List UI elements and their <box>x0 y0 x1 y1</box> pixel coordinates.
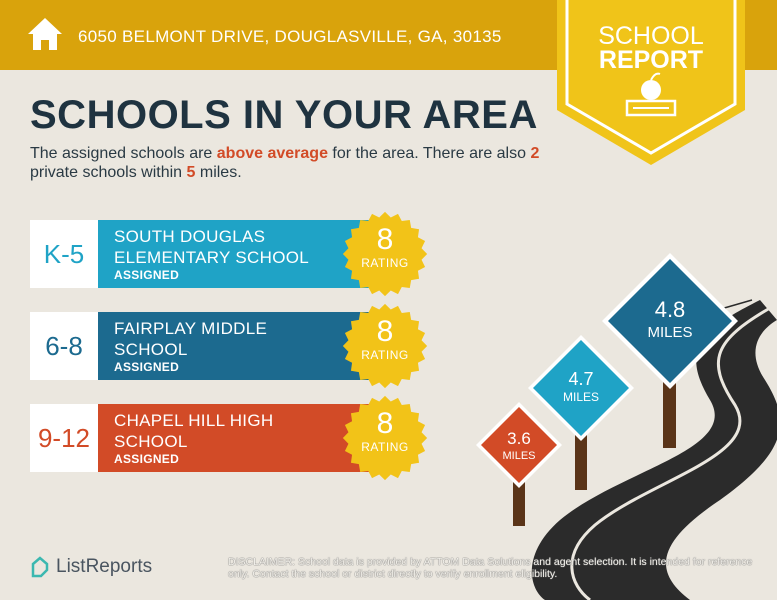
svg-text:4.8: 4.8 <box>655 297 686 322</box>
badge-line-2: REPORT <box>598 46 704 74</box>
school-row[interactable]: K-5 SOUTH DOUGLAS ELEMENTARY SCHOOL ASSIGN… <box>30 211 428 297</box>
school-row[interactable]: 6-8 FAIRPLAY MIDDLE SCHOOL ASSIGNED 8 RATIN… <box>30 303 428 389</box>
school-info: SOUTH DOUGLAS ELEMENTARY SCHOOL ASSIGNED <box>98 220 388 288</box>
school-name-line-2: SCHOOL <box>114 340 188 359</box>
distance-sign-3-6: 3.6 MILES <box>476 402 562 526</box>
school-name-line-2: ELEMENTARY SCHOOL <box>114 248 309 267</box>
apple-on-book-icon <box>625 72 677 117</box>
rating-label: RATING <box>361 348 409 362</box>
rating-starburst-icon <box>342 303 428 389</box>
page-title: SCHOOLS IN YOUR AREA <box>30 93 538 137</box>
rating-value: 8 <box>376 407 394 440</box>
summary-text: The assigned schools are above average f… <box>30 145 540 181</box>
rating-badge: 8 RATING <box>342 312 428 363</box>
rating-label: RATING <box>361 256 409 270</box>
home-icon <box>28 18 62 50</box>
school-info: CHAPEL HILL HIGH SCHOOL ASSIGNED <box>98 404 388 472</box>
rating-value: 8 <box>376 315 394 348</box>
grade-range: 9-12 <box>30 404 98 472</box>
listreports-logo-icon <box>31 556 49 578</box>
grade-range: 6-8 <box>30 312 98 380</box>
rating-starburst-icon <box>342 395 428 481</box>
school-name-line-1: FAIRPLAY MIDDLE <box>114 319 268 338</box>
svg-text:4.7: 4.7 <box>568 369 593 389</box>
svg-text:MILES: MILES <box>502 450 535 462</box>
svg-text:MILES: MILES <box>647 324 692 341</box>
rating-badge: 8 RATING <box>342 404 428 455</box>
school-info: FAIRPLAY MIDDLE SCHOOL ASSIGNED <box>98 312 388 380</box>
school-name-line-1: CHAPEL HILL HIGH <box>114 411 274 430</box>
property-address: 6050 BELMONT DRIVE, DOUGLASVILLE, GA, 30… <box>78 27 502 46</box>
rating-label: RATING <box>361 440 409 454</box>
badge-line-1: SCHOOL <box>598 22 704 50</box>
grade-range: K-5 <box>30 220 98 288</box>
rating-starburst-icon <box>342 211 428 297</box>
rating-value: 8 <box>376 223 394 256</box>
distance-sign-4-8: 4.8 MILES <box>602 253 738 448</box>
school-name-line-1: SOUTH DOUGLAS <box>114 227 266 246</box>
school-row[interactable]: 9-12 CHAPEL HILL HIGH SCHOOL ASSIGNED 8 RAT… <box>30 395 428 481</box>
school-report-badge <box>557 0 745 165</box>
assignment-status: ASSIGNED <box>114 452 180 466</box>
school-name-line-2: SCHOOL <box>114 432 188 451</box>
assignment-status: ASSIGNED <box>114 360 180 374</box>
assignment-status: ASSIGNED <box>114 268 180 282</box>
disclaimer: DISCLAIMER: School data is provided by A… <box>228 556 753 580</box>
listreports-logo[interactable]: ListReports <box>30 556 152 578</box>
distance-sign-4-7: 4.7 MILES <box>528 335 634 490</box>
svg-text:MILES: MILES <box>563 390 599 404</box>
rating-badge: 8 RATING <box>342 220 428 271</box>
svg-text:3.6: 3.6 <box>507 429 531 448</box>
logo-text: ListReports <box>56 556 153 577</box>
